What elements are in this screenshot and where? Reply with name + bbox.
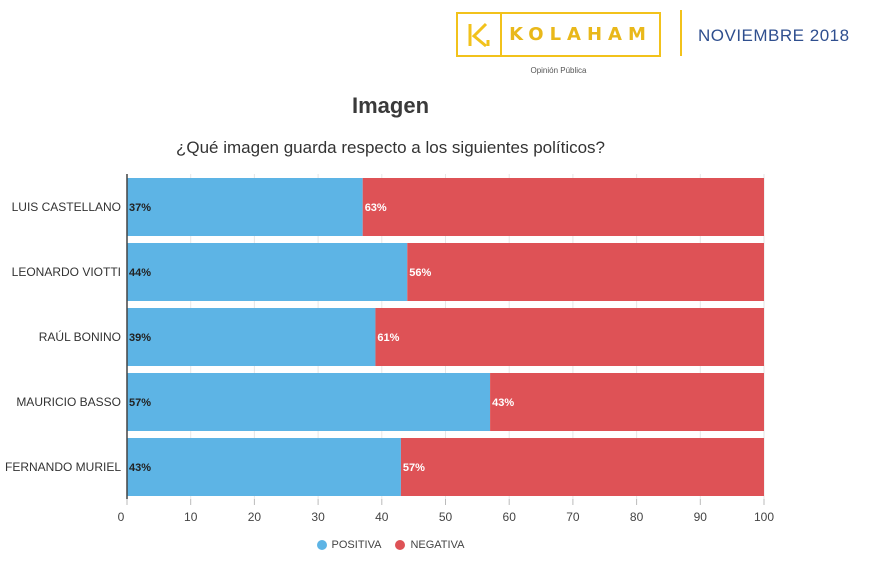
data-label-positiva: 39%	[129, 332, 151, 344]
data-label-positiva: 37%	[129, 202, 151, 214]
legend-item-negativa[interactable]: NEGATIVA	[395, 539, 464, 551]
logo-text: KOLAHAM	[509, 24, 652, 45]
chart-legend: POSITIVA NEGATIVA	[0, 539, 781, 551]
kolaham-logo: KOLAHAM	[456, 12, 661, 57]
logo-subtitle: Opinión Pública	[530, 66, 587, 75]
bar-positiva	[127, 308, 376, 366]
x-tick-label: 30	[311, 510, 325, 524]
category-label: FERNANDO MURIEL	[5, 460, 121, 474]
x-tick-label: 50	[439, 510, 453, 524]
bar-negativa	[362, 178, 764, 236]
x-tick-label: 10	[184, 510, 198, 524]
header-divider	[680, 10, 682, 56]
x-tick-label: 60	[503, 510, 517, 524]
x-tick-label: 90	[694, 510, 708, 524]
logo-k-icon	[458, 14, 502, 55]
data-label-positiva: 44%	[129, 267, 151, 279]
legend-label-positiva: POSITIVA	[331, 539, 382, 551]
data-label-negativa: 56%	[409, 267, 431, 279]
bar-negativa	[375, 308, 764, 366]
data-label-negativa: 63%	[365, 202, 387, 214]
x-tick-label: 0	[118, 510, 125, 524]
category-label: LUIS CASTELLANO	[12, 200, 121, 214]
chart-subtitle: ¿Qué imagen guarda respecto a los siguie…	[175, 138, 606, 157]
bar-positiva	[127, 243, 408, 301]
data-label-negativa: 43%	[492, 397, 514, 409]
bar-positiva	[127, 373, 491, 431]
legend-item-positiva[interactable]: POSITIVA	[316, 539, 382, 551]
x-tick-label: 100	[754, 510, 774, 524]
report-date: NOVIEMBRE 2018	[698, 26, 850, 45]
stacked-bar-chart: 0 10 20 30 40 50 60 70 80 90 100 37% 63% LUIS CASTELL…	[5, 174, 774, 524]
x-tick-label: 80	[630, 510, 644, 524]
bar-negativa	[407, 243, 764, 301]
bar-negativa	[490, 373, 764, 431]
bar-positiva	[127, 178, 363, 236]
data-label-positiva: 57%	[129, 397, 151, 409]
bar-negativa	[400, 438, 764, 496]
legend-dot-negativa	[395, 540, 406, 550]
bar-positiva	[127, 438, 401, 496]
x-tick-label: 70	[566, 510, 580, 524]
legend-dot-positiva	[316, 540, 327, 550]
data-label-positiva: 43%	[129, 462, 151, 474]
category-label: LEONARDO VIOTTI	[12, 265, 121, 279]
category-label: RAÚL BONINO	[39, 329, 121, 344]
x-tick-label: 20	[248, 510, 262, 524]
data-label-negativa: 57%	[403, 462, 425, 474]
category-label: MAURICIO BASSO	[16, 395, 121, 409]
legend-label-negativa: NEGATIVA	[410, 539, 465, 551]
chart-title: Imagen	[351, 93, 430, 118]
data-label-negativa: 61%	[377, 332, 399, 344]
x-tick-label: 40	[375, 510, 389, 524]
